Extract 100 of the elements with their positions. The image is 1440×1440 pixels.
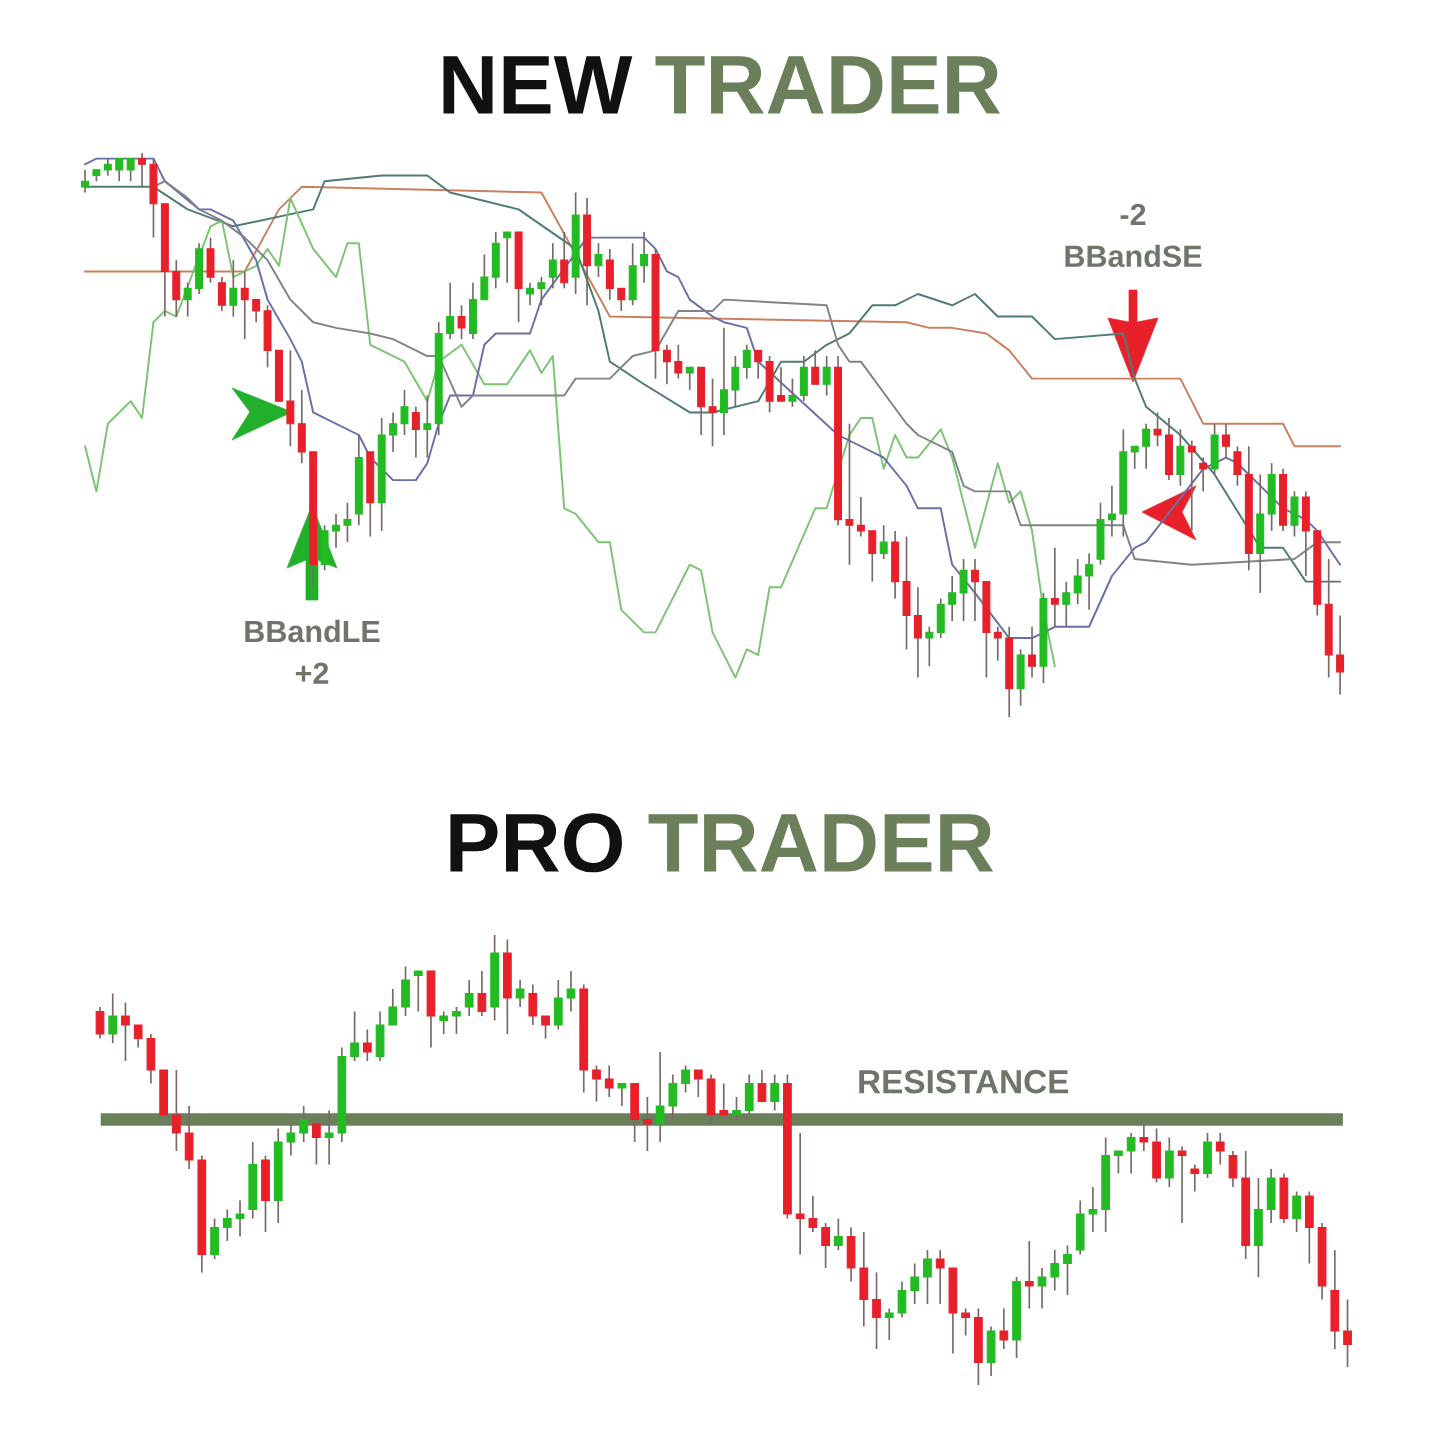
candlestick [719, 1082, 729, 1116]
candlestick [172, 1069, 181, 1152]
chart-title: PRO TRADER [450, 813, 994, 873]
annotation: -2 BBandSE [1065, 203, 1202, 268]
candlestick [742, 343, 751, 380]
candlestick [1063, 1244, 1072, 1296]
candlestick [286, 349, 295, 448]
candlestick [993, 625, 1002, 662]
candlestick [1050, 1249, 1060, 1292]
candlestick [235, 1199, 245, 1238]
candlestick [222, 1208, 232, 1242]
candlestick [845, 422, 854, 566]
candlestick [961, 1307, 971, 1337]
candlestick [240, 270, 249, 340]
candlestick [115, 157, 124, 183]
candlestick [1190, 1163, 1200, 1193]
candlestick [1222, 422, 1230, 459]
candlestick [229, 259, 238, 318]
candlestick [668, 1073, 678, 1121]
candlestick [879, 524, 888, 560]
candlestick [959, 558, 968, 622]
candlestick [604, 1064, 614, 1098]
candlestick [537, 276, 546, 307]
candlestick [948, 575, 957, 622]
candlestick [808, 1195, 818, 1233]
candlestick [897, 1280, 907, 1319]
candlestick [560, 231, 569, 290]
candlestick [1114, 1150, 1123, 1175]
candlestick [685, 366, 694, 391]
candlestick [1088, 1186, 1098, 1233]
candlestick [592, 1064, 601, 1103]
candlestick [81, 169, 89, 194]
candlestick [1142, 422, 1151, 470]
candlestick [332, 513, 340, 549]
candlestick [138, 152, 147, 188]
candlestick [1292, 1190, 1301, 1233]
candlestick [693, 1069, 703, 1098]
candlestick [95, 1006, 105, 1040]
candlestick [788, 377, 797, 408]
candlestick [477, 970, 487, 1017]
candlestick [400, 389, 409, 436]
candlestick [350, 1010, 359, 1062]
candlestick [388, 988, 398, 1026]
candlestick [411, 405, 420, 459]
candlestick [503, 231, 512, 284]
candlestick [413, 970, 423, 1013]
candlestick [1336, 614, 1345, 696]
candlestick [423, 394, 432, 459]
candlestick [925, 625, 934, 668]
candlestick [1050, 546, 1059, 628]
candlestick [1177, 1145, 1187, 1224]
candlestick [121, 1001, 130, 1062]
candlestick [217, 276, 226, 312]
candlestick [1126, 1132, 1136, 1175]
candlestick [480, 253, 489, 301]
candlestick [1085, 552, 1094, 611]
candlestick [389, 411, 398, 453]
candlestick [1062, 580, 1071, 628]
candlestick [754, 349, 763, 380]
candlestick [770, 1073, 780, 1112]
candlestick [868, 530, 877, 583]
candlestick [183, 281, 192, 318]
candlestick [731, 355, 740, 408]
candlestick [777, 366, 785, 402]
candlestick [548, 242, 557, 290]
candlestick [1233, 445, 1242, 487]
candlestick [1215, 1132, 1225, 1166]
candlestick [1199, 456, 1208, 493]
ref-line-label: RESISTANCE [859, 1069, 1069, 1094]
candlestick [732, 1096, 741, 1121]
candlestick [133, 1024, 143, 1049]
candlestick [1028, 625, 1037, 679]
candlestick [108, 992, 118, 1044]
candlestick [795, 1132, 805, 1256]
candlestick [457, 304, 466, 340]
candlestick [1073, 558, 1082, 606]
candlestick [312, 1118, 321, 1166]
candlestick [452, 1006, 461, 1035]
candlestick [528, 983, 538, 1026]
candlestick [1343, 1298, 1352, 1368]
candlestick [617, 287, 626, 312]
candlestick [833, 1217, 843, 1251]
candlestick [971, 558, 979, 622]
candlestick [343, 501, 352, 543]
candlestick [811, 349, 820, 386]
chart-title: NEW TRADER [443, 56, 1001, 114]
candlestick [884, 1307, 894, 1341]
candlestick [1037, 1267, 1047, 1310]
candlestick [643, 1096, 652, 1152]
candlestick [821, 1222, 830, 1269]
candlestick [662, 343, 671, 386]
candlestick [655, 1051, 665, 1143]
candlestick [708, 377, 717, 448]
candlestick [1024, 1240, 1034, 1310]
candlestick [252, 298, 261, 324]
candlestick [913, 586, 922, 679]
candlestick [1130, 445, 1139, 470]
candlestick [439, 1010, 449, 1035]
candlestick [640, 231, 649, 284]
candlestick [822, 355, 831, 397]
